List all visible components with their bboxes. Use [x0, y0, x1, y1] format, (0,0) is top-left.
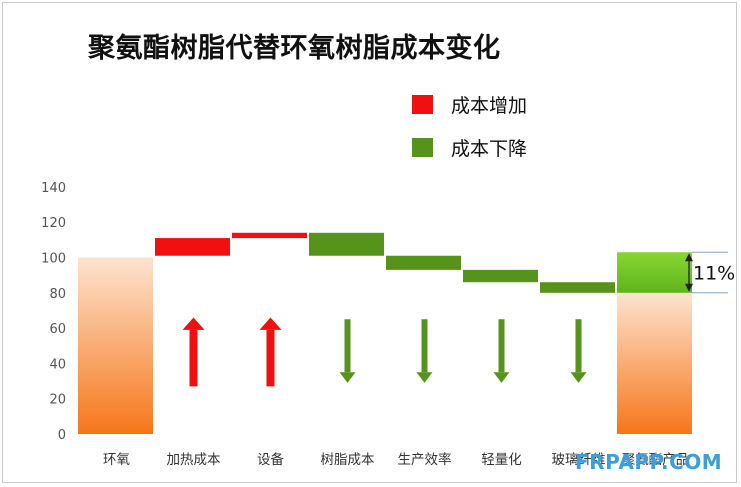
- x-category-label: 环氧: [103, 452, 130, 468]
- y-tick-label: 120: [41, 216, 66, 231]
- x-category-label: 设备: [257, 451, 284, 468]
- x-category-label: 树脂成本: [321, 452, 375, 468]
- legend-item-increase: 成本增加: [412, 91, 527, 118]
- chart-title: 聚氨酯树脂代替环氧树脂成本变化: [88, 33, 501, 64]
- down-arrow-icon: [493, 372, 510, 383]
- y-tick-label: 40: [49, 357, 66, 372]
- bar-decrease: [386, 255, 461, 270]
- y-tick-label: 0: [58, 428, 66, 443]
- annotation-label: 11%: [693, 263, 735, 285]
- bar-decrease: [463, 269, 538, 283]
- legend-item-decrease: 成本下降: [412, 134, 527, 161]
- y-tick-label: 20: [49, 393, 66, 408]
- annotation-arrowhead-up-icon: [685, 253, 693, 262]
- down-arrow-icon: [570, 372, 587, 383]
- legend-swatch-increase: [412, 95, 433, 114]
- up-arrow-icon: [259, 317, 282, 330]
- x-category-label: 轻量化: [481, 452, 522, 468]
- down-arrow-icon: [416, 372, 433, 383]
- bar-total: [78, 257, 153, 434]
- x-category-label: 加热成本: [167, 452, 221, 468]
- y-tick-label: 60: [49, 322, 66, 337]
- up-arrow-icon: [182, 317, 205, 330]
- bar-decrease: [540, 282, 615, 293]
- y-tick-label: 80: [49, 287, 66, 302]
- legend-label-increase: 成本增加: [451, 95, 528, 117]
- y-tick-label: 140: [41, 181, 66, 196]
- down-arrow-icon: [339, 372, 356, 383]
- bar-increase: [155, 238, 230, 256]
- annotation-arrowhead-down-icon: [685, 283, 693, 292]
- x-category-label: 生产效率: [398, 451, 452, 468]
- watermark: FRPAPP.COM: [575, 450, 723, 474]
- x-category-label: 玻璃纤维: [552, 451, 606, 468]
- bar-total: [617, 292, 692, 434]
- legend-label-decrease: 成本下降: [451, 138, 528, 160]
- bar-decrease: [309, 232, 384, 256]
- legend-swatch-decrease: [412, 138, 433, 157]
- bar-increase: [232, 232, 307, 239]
- bar-saving: [617, 252, 692, 293]
- y-tick-label: 100: [41, 252, 66, 267]
- x-category-label: 聚氨酯产品: [622, 452, 690, 468]
